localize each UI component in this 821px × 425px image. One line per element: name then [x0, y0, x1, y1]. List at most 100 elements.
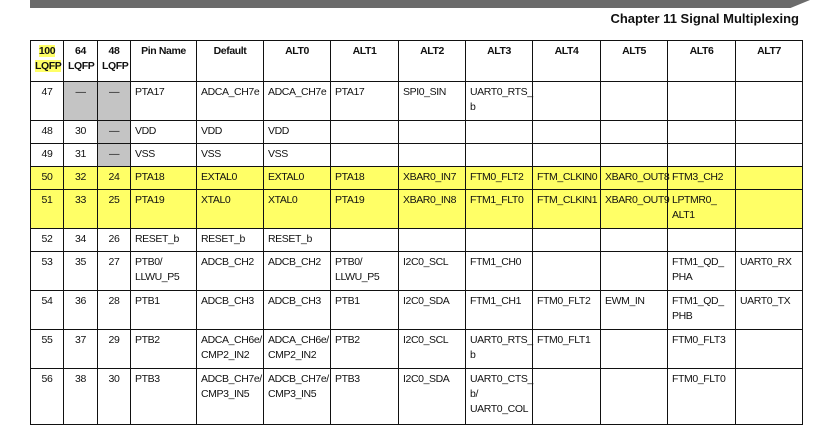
table-cell: FTM1_FLT0: [465, 189, 533, 229]
table-cell: [600, 143, 668, 167]
table-cell: [667, 143, 736, 167]
table-cell: UART0_RX: [735, 251, 803, 291]
signal-multiplexing-table: 100 LQFP 64 LQFP 48 LQFP Pin Name Default ALT0…: [30, 40, 803, 425]
table-cell: [735, 368, 803, 425]
table-cell: FTM0_FLT2: [465, 166, 533, 190]
table-cell: VSS: [263, 143, 331, 167]
table-cell: PTB3: [330, 368, 399, 425]
table-cell: [600, 251, 668, 291]
table-row: 49 31— VSS VSS VSS: [30, 143, 803, 167]
column-header: ALT3: [465, 40, 533, 82]
table-cell: [667, 228, 736, 252]
table-cell: [532, 143, 601, 167]
table-row: 56 38 30 PTB3 ADCB_CH7e/ CMP3_IN5 ADCB_CH7e/ …: [30, 368, 803, 425]
table-cell: I2C0_SDA: [398, 368, 466, 425]
table-cell: PTB2: [130, 329, 197, 369]
column-header: ALT6: [667, 40, 736, 82]
column-header: ALT2: [398, 40, 466, 82]
table-row: 52 34 26 RESET_b RESET_b RESET_b: [30, 228, 803, 252]
table-cell: FTM3_CH2: [667, 166, 736, 190]
table-cell: RESET_b: [130, 228, 197, 252]
table-cell: ADCB_CH2: [263, 251, 331, 291]
table-cell: PTB0/ LLWU_P5: [130, 251, 197, 291]
table-cell: [398, 120, 466, 144]
table-cell: XBAR0_IN8: [398, 189, 466, 229]
table-cell: ADCB_CH7e/ CMP3_IN5: [263, 368, 331, 425]
table-cell: PTA18: [330, 166, 399, 190]
table-cell: I2C0_SDA: [398, 290, 466, 330]
table-cell: ADCB_CH7e/ CMP3_IN5: [196, 368, 264, 425]
column-header: 64 LQFP: [63, 40, 98, 82]
table-cell: 30: [63, 120, 98, 144]
table-cell: VDD: [130, 120, 197, 144]
table-cell: SPI0_SIN: [398, 81, 466, 121]
table-cell: PTB3: [130, 368, 197, 425]
chapter-title: Chapter 11 Signal Multiplexing: [610, 11, 799, 26]
table-cell: [735, 189, 803, 229]
table-cell: ADCA_CH7e: [196, 81, 264, 121]
table-cell: [465, 228, 533, 252]
table-cell: 56: [30, 368, 64, 425]
table-cell: [532, 120, 601, 144]
column-header-part: 100: [38, 45, 56, 57]
table-cell: 38: [63, 368, 98, 425]
column-header: ALT4: [532, 40, 601, 82]
table-cell: [600, 120, 668, 144]
table-cell: UART0_RTS_ b: [465, 329, 533, 369]
table-cell: FTM0_FLT2: [532, 290, 601, 330]
column-header: ALT0: [263, 40, 331, 82]
table-cell: UART0_CTS_ b/ UART0_COL: [465, 368, 533, 425]
column-header: 100 LQFP: [30, 40, 64, 82]
page-header-bar: [30, 0, 810, 8]
table-cell: 30: [97, 368, 131, 425]
table-cell: 29: [97, 329, 131, 369]
table-cell: FTM0_FLT1: [532, 329, 601, 369]
table-cell: VSS: [130, 143, 197, 167]
column-header: ALT5: [600, 40, 668, 82]
column-header: Pin Name: [130, 40, 197, 82]
table-cell: 53: [30, 251, 64, 291]
table-cell: FTM1_QD_ PHA: [667, 251, 736, 291]
table-row: 54 36 28 PTB1 ADCB_CH3 ADCB_CH3 PTB1 I2C0_SDA FT…: [30, 290, 803, 330]
table-cell: 37: [63, 329, 98, 369]
table-cell: [532, 251, 601, 291]
table-cell: EXTAL0: [263, 166, 331, 190]
table-cell: 25: [97, 189, 131, 229]
table-cell: ADCB_CH3: [196, 290, 264, 330]
table-cell: [600, 228, 668, 252]
table-cell: [735, 120, 803, 144]
table-cell: 27: [97, 251, 131, 291]
table-cell: VDD: [196, 120, 264, 144]
table-cell: [330, 143, 399, 167]
table-cell: ADCB_CH3: [263, 290, 331, 330]
table-cell: [735, 329, 803, 369]
table-cell: FTM1_QD_ PHB: [667, 290, 736, 330]
table-cell: 55: [30, 329, 64, 369]
table-cell: VDD: [263, 120, 331, 144]
table-cell: EWM_IN: [600, 290, 668, 330]
table-cell: VSS: [196, 143, 264, 167]
table-cell: 24: [97, 166, 131, 190]
table-cell: XBAR0_OUT8: [600, 166, 670, 190]
table-cell: [667, 81, 736, 121]
table-cell: ADCB_CH2: [196, 251, 264, 291]
table-cell: XTAL0: [196, 189, 264, 229]
table-cell: I2C0_SCL: [398, 329, 466, 369]
table-cell: 47: [30, 81, 64, 121]
table-cell: —: [63, 81, 98, 121]
table-cell: FTM_CLKIN1: [532, 189, 601, 229]
table-cell: UART0_RTS_ b: [465, 81, 533, 121]
table-cell: 49: [30, 143, 64, 167]
table-cell: FTM1_CH0: [465, 251, 533, 291]
table-cell: [398, 143, 466, 167]
table-cell: 26: [97, 228, 131, 252]
table-cell: —: [97, 120, 131, 144]
table-cell: PTB1: [330, 290, 399, 330]
table-cell: 31: [63, 143, 98, 167]
table-row: 48 30— VDD VDD VDD: [30, 120, 803, 144]
table-cell: [735, 228, 803, 252]
table-cell: 48: [30, 120, 64, 144]
table-cell: 32: [63, 166, 98, 190]
table-cell: PTA19: [130, 189, 197, 229]
table-cell: LPTMR0_ ALT1: [667, 189, 736, 229]
